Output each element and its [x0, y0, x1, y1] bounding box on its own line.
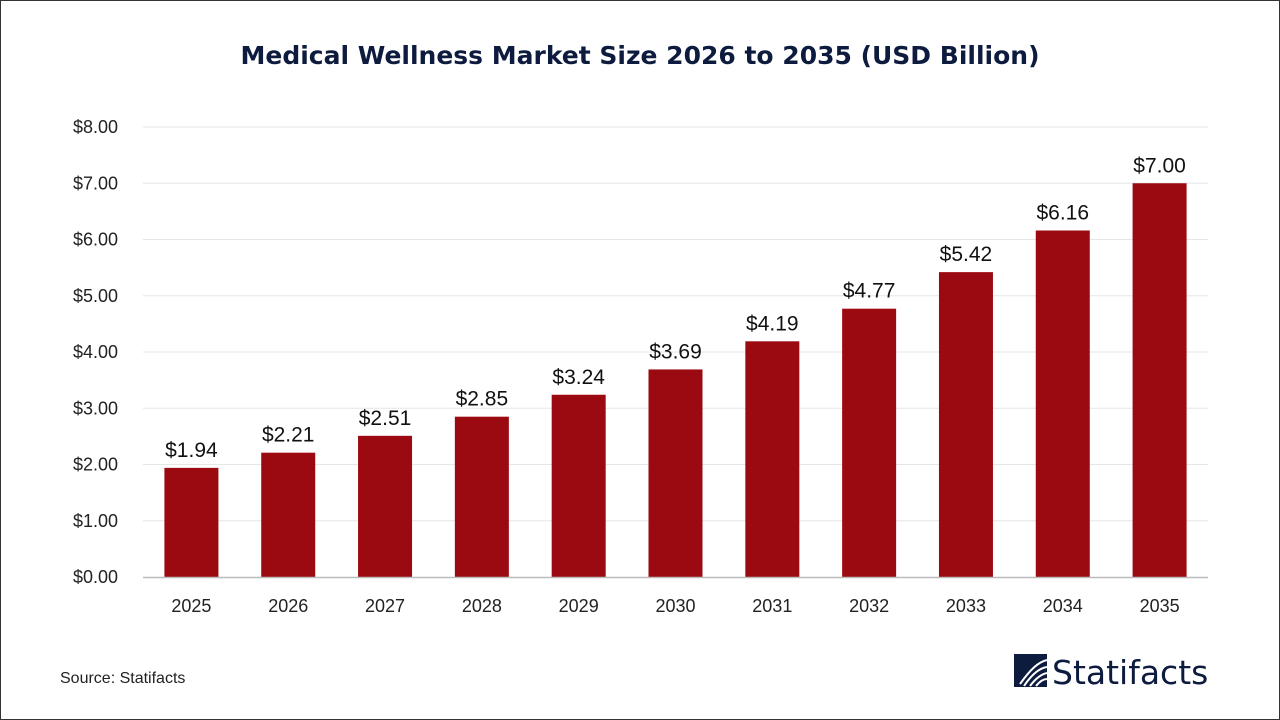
data-label: $7.00 [1133, 154, 1186, 177]
chart-title: Medical Wellness Market Size 2026 to 203… [241, 41, 1040, 70]
bar [358, 435, 413, 577]
x-tick-label: 2032 [849, 596, 889, 616]
y-tick-label: $1.00 [73, 511, 118, 531]
x-tick-label: 2034 [1043, 596, 1083, 616]
bar [551, 394, 606, 577]
bar [164, 467, 219, 577]
data-label: $4.19 [746, 312, 799, 335]
x-tick-label: 2027 [365, 596, 405, 616]
x-tick-label: 2029 [559, 596, 599, 616]
x-tick-label: 2030 [655, 596, 695, 616]
y-tick-label: $5.00 [73, 286, 118, 306]
data-label: $6.16 [1036, 202, 1089, 225]
x-tick-label: 2035 [1140, 596, 1180, 616]
bar [1132, 183, 1187, 577]
data-label: $3.24 [552, 366, 605, 389]
bar [454, 416, 509, 577]
y-tick-label: $2.00 [73, 455, 118, 475]
bar [842, 308, 897, 577]
y-tick-label: $3.00 [73, 398, 118, 418]
x-tick-label: 2033 [946, 596, 986, 616]
source-note: Source: Statifacts [60, 670, 185, 687]
statifacts-logo: Statifacts [1014, 653, 1208, 692]
logo-text: Statifacts [1052, 653, 1208, 692]
bar [261, 452, 316, 577]
data-label: $5.42 [940, 243, 993, 266]
bar [1035, 230, 1090, 577]
data-label: $3.69 [649, 340, 702, 363]
data-label: $4.77 [843, 280, 896, 303]
x-tick-label: 2028 [462, 596, 502, 616]
y-tick-label: $7.00 [73, 173, 118, 193]
y-tick-label: $8.00 [73, 117, 118, 137]
x-tick-label: 2031 [752, 596, 792, 616]
bar [648, 369, 703, 577]
y-tick-label: $0.00 [73, 567, 118, 587]
bar [745, 341, 800, 577]
x-tick-label: 2025 [171, 596, 211, 616]
y-tick-label: $4.00 [73, 342, 118, 362]
x-tick-label: 2026 [268, 596, 308, 616]
data-label: $2.85 [456, 388, 509, 411]
data-label: $2.51 [359, 407, 412, 430]
data-label: $2.21 [262, 424, 315, 447]
data-label: $1.94 [165, 439, 218, 462]
bar [938, 272, 993, 577]
y-tick-label: $6.00 [73, 230, 118, 250]
